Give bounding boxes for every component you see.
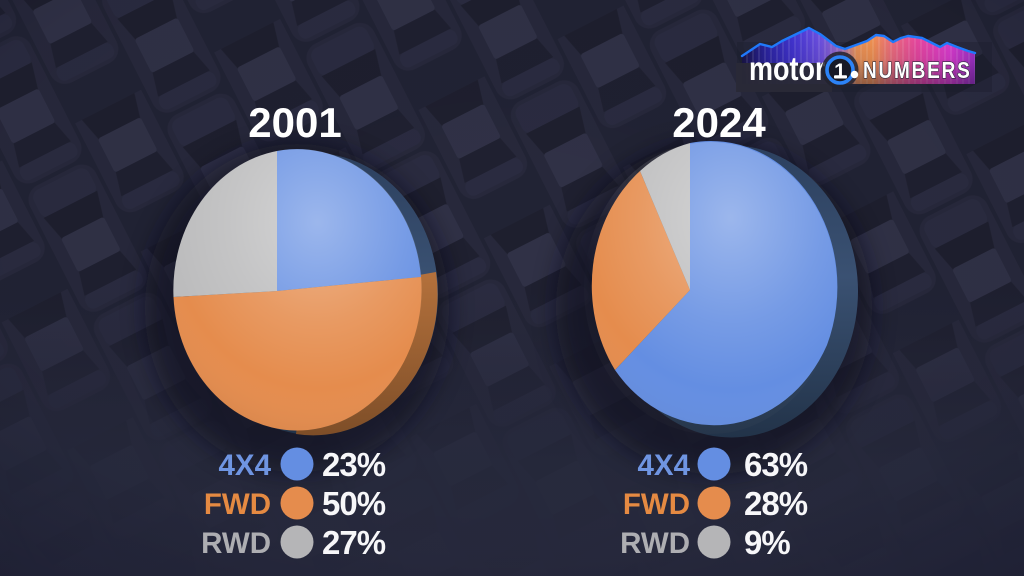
svg-text:50%: 50% [322,485,386,522]
svg-text:28%: 28% [744,485,808,522]
svg-text:4X4: 4X4 [638,449,691,482]
svg-text:NUMBERS: NUMBERS [863,59,972,84]
svg-text:motor: motor [749,50,826,88]
svg-text:9%: 9% [744,524,790,561]
svg-text:RWD: RWD [620,527,690,560]
svg-text:1: 1 [834,60,846,83]
svg-text:27%: 27% [322,524,386,561]
svg-text:2024: 2024 [672,99,766,146]
svg-text:2001: 2001 [248,99,341,146]
svg-text:23%: 23% [322,446,386,483]
svg-text:RWD: RWD [201,527,271,560]
svg-text:FWD: FWD [204,488,271,521]
svg-text:63%: 63% [744,446,808,483]
svg-text:FWD: FWD [623,488,690,521]
svg-text:4X4: 4X4 [219,449,272,482]
